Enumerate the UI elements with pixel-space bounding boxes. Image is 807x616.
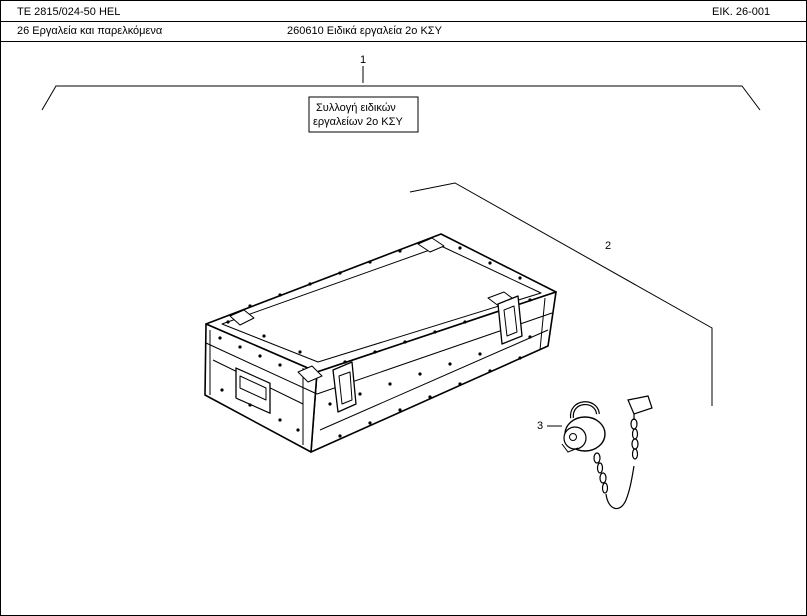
figure-number: ΕΙΚ. 26-001 bbox=[712, 6, 771, 18]
case-leader bbox=[409, 182, 713, 406]
callout-3: 3 bbox=[537, 420, 544, 432]
assembly-label-line2: εργαλείων 2ο ΚΣΥ bbox=[313, 116, 403, 128]
assembly-bracket bbox=[41, 66, 761, 111]
callout-1: 1 bbox=[360, 54, 367, 66]
header-divider bbox=[0, 21, 807, 22]
padlock-drawing bbox=[561, 395, 653, 510]
callout-2: 2 bbox=[605, 240, 612, 252]
assembly-label-line1: Συλλογή ειδικών bbox=[316, 102, 396, 114]
carrying-case-drawing bbox=[204, 233, 557, 453]
subsection-title: 260610 Ειδικά εργαλεία 2ο ΚΣΥ bbox=[287, 25, 442, 37]
assembly-label-box bbox=[308, 96, 419, 133]
section-title: 26 Εργαλεία και παρελκόμενα bbox=[17, 25, 163, 37]
header-bottom-rule bbox=[0, 41, 807, 42]
doc-number: TE 2815/024-50 HEL bbox=[17, 6, 121, 18]
